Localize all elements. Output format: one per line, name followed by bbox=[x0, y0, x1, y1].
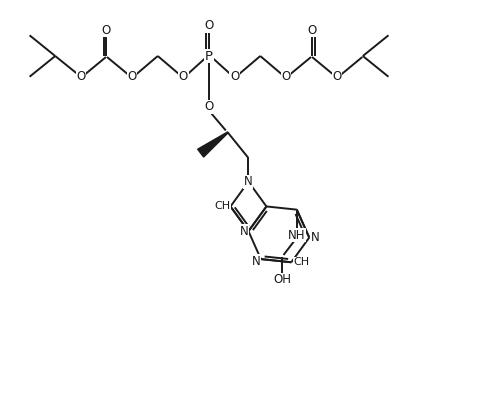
Text: O: O bbox=[307, 24, 316, 37]
Text: NH: NH bbox=[288, 229, 306, 242]
Text: N: N bbox=[311, 231, 320, 244]
Text: CH: CH bbox=[293, 257, 309, 267]
Polygon shape bbox=[198, 132, 228, 157]
Text: N: N bbox=[244, 175, 253, 188]
Text: O: O bbox=[102, 24, 111, 37]
Text: N: N bbox=[244, 175, 253, 188]
Text: CH: CH bbox=[215, 201, 230, 212]
Text: O: O bbox=[204, 100, 214, 113]
Text: CH: CH bbox=[215, 201, 230, 212]
Text: N: N bbox=[311, 231, 320, 244]
Text: N: N bbox=[240, 225, 248, 238]
Text: O: O bbox=[281, 70, 291, 83]
Text: CH: CH bbox=[293, 257, 309, 267]
Text: O: O bbox=[333, 70, 342, 83]
Text: O: O bbox=[230, 70, 239, 83]
Text: O: O bbox=[204, 19, 214, 32]
Text: N: N bbox=[252, 255, 261, 268]
Text: OH: OH bbox=[273, 273, 291, 286]
Text: O: O bbox=[76, 70, 86, 83]
Text: N: N bbox=[252, 255, 261, 268]
Text: O: O bbox=[179, 70, 188, 83]
Text: O: O bbox=[127, 70, 137, 83]
Text: P: P bbox=[205, 50, 213, 63]
Text: N: N bbox=[240, 225, 248, 238]
